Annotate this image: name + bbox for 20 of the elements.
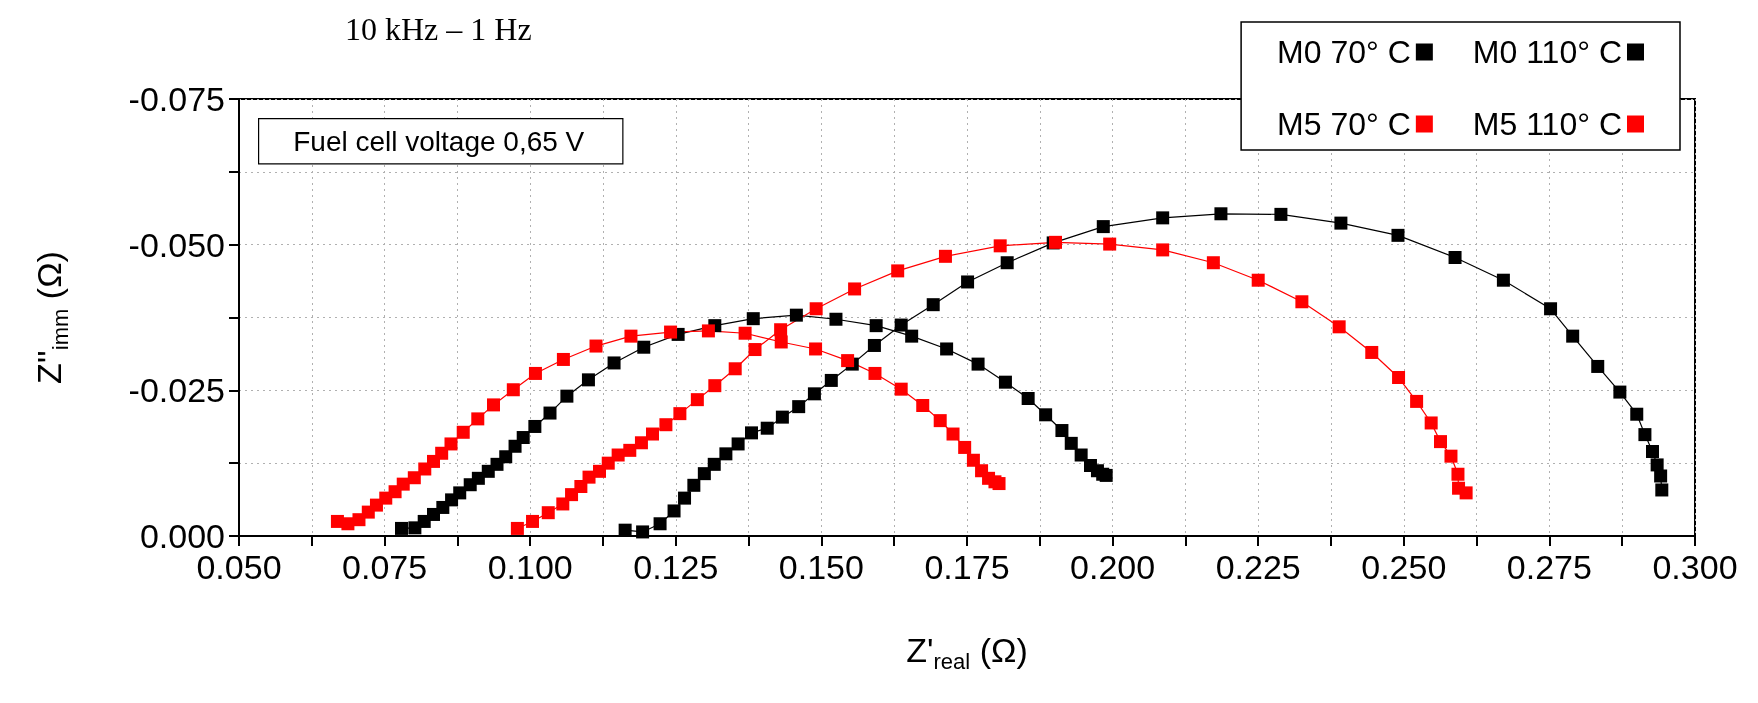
x-tick-label: 0.125 bbox=[633, 548, 719, 586]
legend-label: M0 110° C bbox=[1472, 34, 1622, 70]
x-tick-label: 0.250 bbox=[1361, 548, 1447, 586]
y-tick-label: -0.075 bbox=[128, 80, 225, 118]
x-tick-label: 0.200 bbox=[1070, 548, 1156, 586]
x-tick-label: 0.150 bbox=[778, 548, 864, 586]
x-tick-label: 0.275 bbox=[1506, 548, 1592, 586]
legend-label: M5 70° C bbox=[1277, 106, 1411, 142]
legend-label: M5 110° C bbox=[1472, 106, 1622, 142]
y-axis-title: Z''imm (Ω) bbox=[30, 251, 73, 384]
y-tick-label: -0.025 bbox=[128, 371, 225, 410]
x-tick-label: 0.075 bbox=[342, 548, 428, 586]
chart-title: 10 kHz – 1 Hz bbox=[345, 11, 532, 47]
x-tick-label: 0.175 bbox=[924, 548, 1010, 586]
x-tick-label: 0.100 bbox=[487, 548, 573, 586]
x-tick-label: 0.300 bbox=[1652, 548, 1738, 586]
y-tick-label: -0.050 bbox=[128, 225, 225, 264]
x-tick-label: 0.225 bbox=[1215, 548, 1301, 586]
legend-label: M0 70° C bbox=[1277, 34, 1411, 70]
annotation: Fuel cell voltage 0,65 V bbox=[293, 125, 585, 157]
